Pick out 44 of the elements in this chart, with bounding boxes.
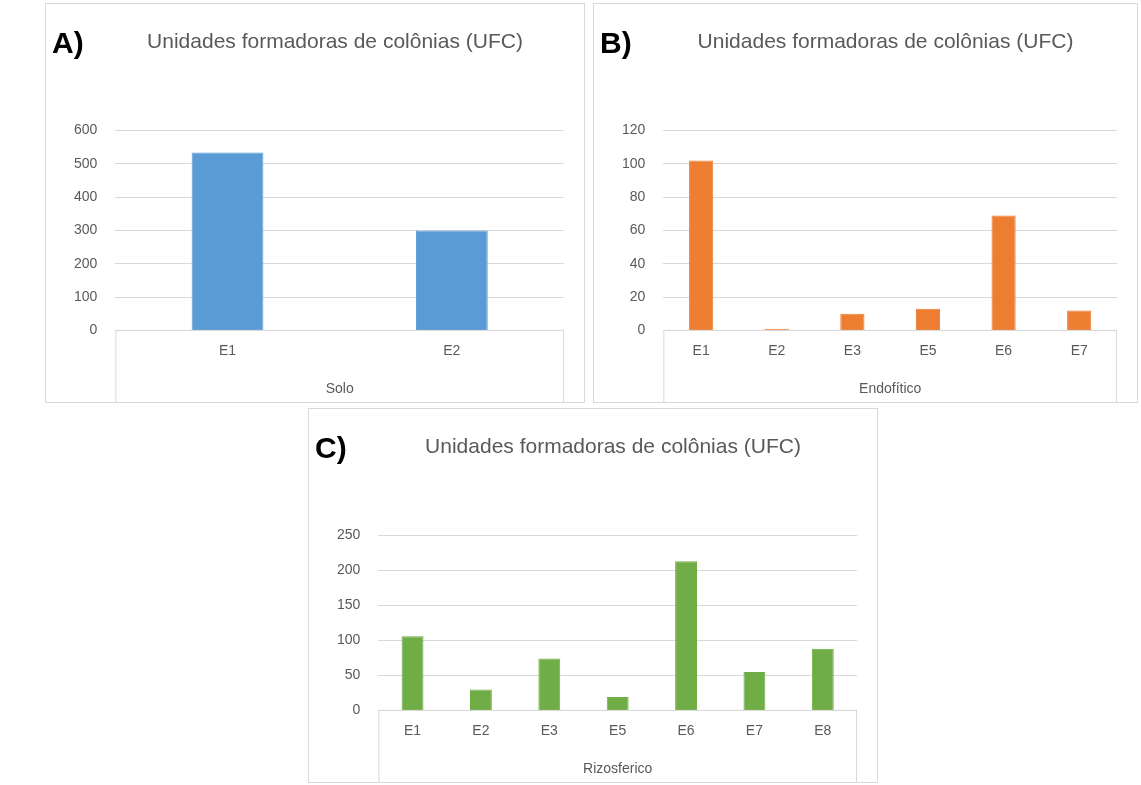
x-tick-label: E1 [692, 341, 710, 358]
x-tick-label: E7 [1070, 341, 1088, 358]
y-tick-label: 100 [74, 287, 98, 304]
x-tick-label: E8 [814, 721, 832, 738]
text: A) [52, 26, 84, 60]
y-tick-label: 250 [337, 526, 361, 543]
x-tick-label: E6 [677, 721, 695, 738]
x-axis-title: Rizosferico [583, 760, 653, 777]
chart-title: Unidades formadoras de colônias (UFC) [697, 28, 1074, 54]
x-tick-label: E2 [472, 721, 490, 738]
y-tick-label: 0 [352, 701, 361, 718]
x-tick-label: E5 [609, 721, 627, 738]
x-tick-label: E5 [919, 341, 937, 358]
y-tick-label: 100 [622, 154, 646, 171]
x-tick-label: E7 [745, 721, 764, 738]
y-tick-label: 40 [629, 254, 646, 271]
y-tick-label: 120 [622, 121, 646, 138]
chart-title: Unidades formadoras de colônias (UFC) [147, 28, 523, 54]
x-axis-title: Endofítico [859, 380, 922, 397]
y-tick-label: 60 [629, 221, 646, 238]
x-tick-label: E1 [403, 721, 422, 738]
y-tick-label: 20 [629, 287, 646, 304]
y-tick-label: 600 [74, 121, 98, 138]
y-tick-label: 0 [637, 321, 646, 338]
x-tick-label: E3 [843, 341, 862, 358]
text: C) [315, 431, 347, 465]
x-tick-label: E3 [540, 721, 559, 738]
y-tick-label: 150 [337, 596, 361, 613]
y-tick-label: 0 [89, 321, 98, 338]
y-tick-label: 200 [337, 561, 361, 578]
x-tick-label: E2 [768, 341, 786, 358]
text: B) [600, 26, 632, 60]
y-tick-label: 80 [629, 187, 646, 204]
x-axis-title: Solo [325, 380, 354, 397]
x-tick-label: E2 [443, 341, 461, 358]
x-tick-label: E6 [995, 341, 1013, 358]
y-tick-label: 500 [74, 154, 98, 171]
y-tick-label: 100 [337, 631, 361, 648]
y-tick-label: 50 [344, 666, 361, 683]
chart-title: Unidades formadoras de colônias (UFC) [425, 433, 801, 459]
y-tick-label: 400 [74, 187, 98, 204]
x-tick-label: E1 [218, 341, 237, 358]
y-tick-label: 300 [74, 221, 98, 238]
y-tick-label: 200 [74, 254, 98, 271]
